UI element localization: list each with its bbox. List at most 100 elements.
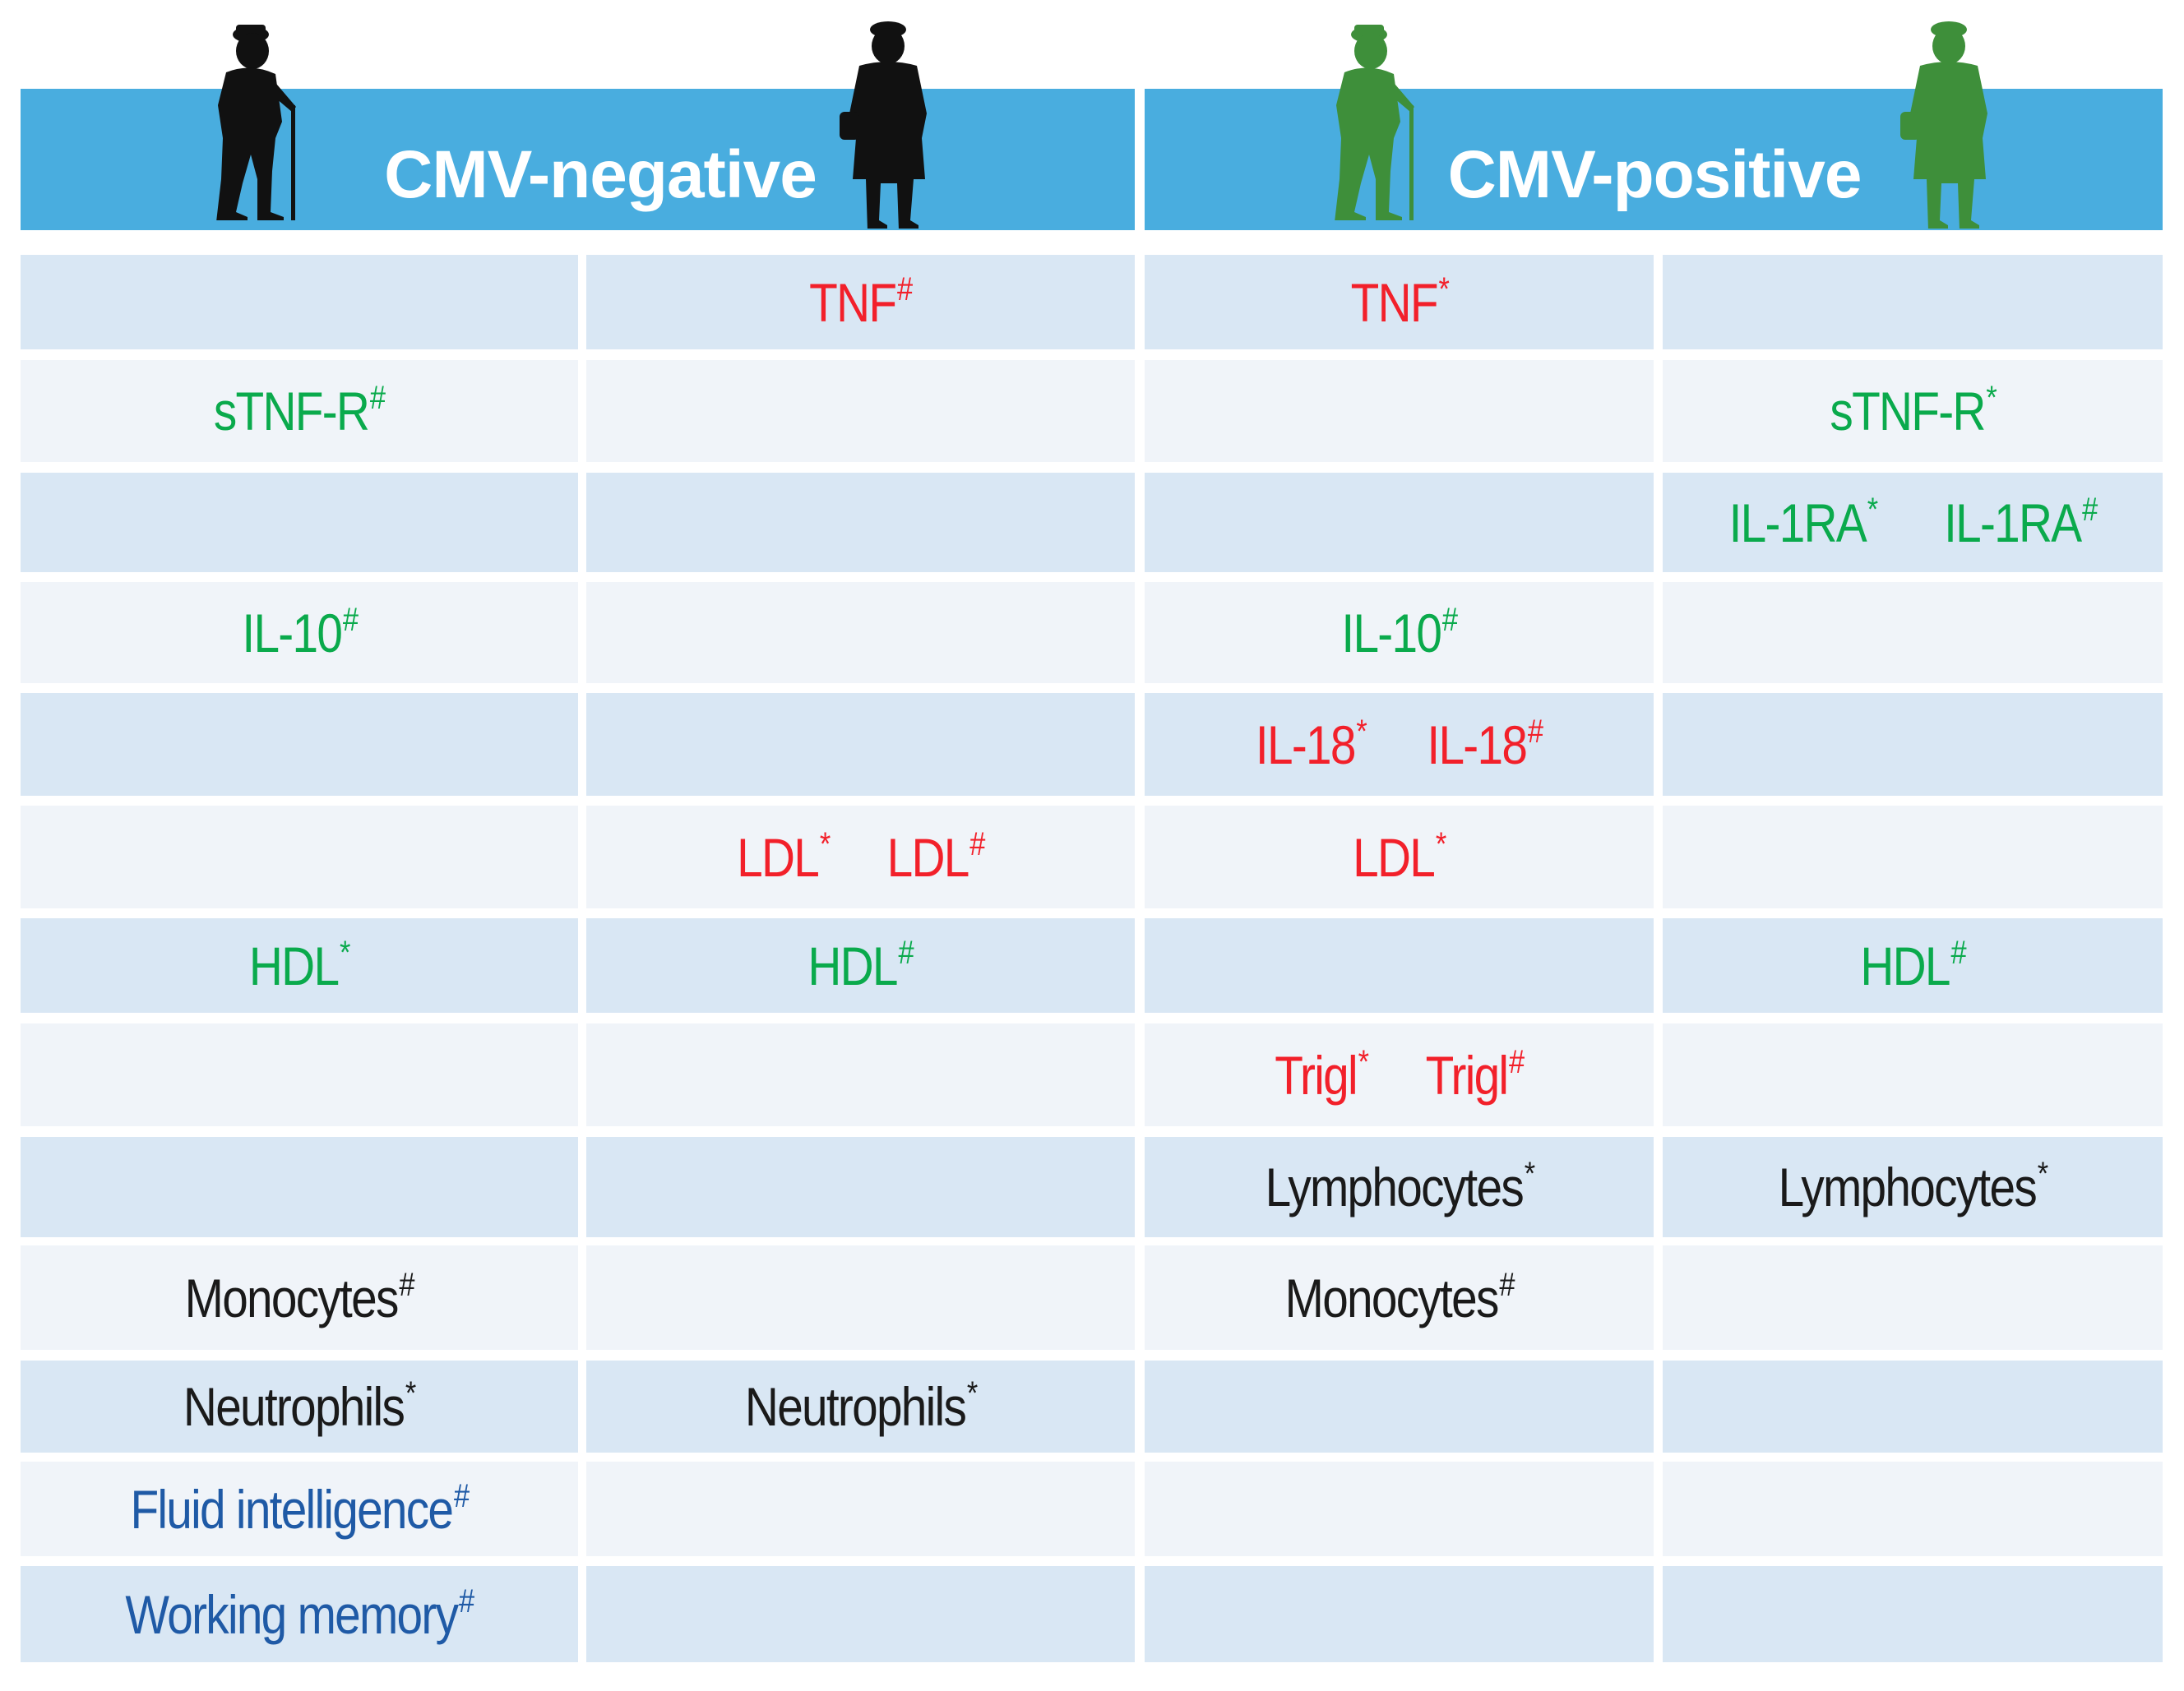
table-cell-r4-neg-man: IL-10# <box>21 582 578 683</box>
significance-marker: * <box>1358 1043 1368 1080</box>
marker-label: HDL# <box>808 935 914 997</box>
table-cell-r3-pos-man <box>1145 473 1654 572</box>
table-cell-r7-neg-man: HDL* <box>21 918 578 1013</box>
table-cell-r9-neg-woman <box>586 1137 1135 1237</box>
table-cell-r7-neg-woman: HDL# <box>586 918 1135 1013</box>
table-cell-r5-neg-woman <box>586 693 1135 796</box>
marker-label: Lymphocytes* <box>1779 1156 2048 1218</box>
marker-name: Trigl <box>1274 1044 1358 1106</box>
significance-marker: # <box>342 601 359 638</box>
significance-marker: * <box>1436 825 1446 862</box>
table-cell-r6-pos-man: LDL* <box>1145 806 1654 908</box>
elderly-woman-icon <box>1900 21 1987 229</box>
table-cell-r4-pos-man: IL-10# <box>1145 582 1654 683</box>
marker-label: Monocytes# <box>185 1267 415 1329</box>
marker-label: Lymphocytes* <box>1265 1156 1534 1218</box>
table-cell-r7-pos-man <box>1145 918 1654 1013</box>
significance-marker: # <box>898 934 914 971</box>
marker-label: Trigl* <box>1274 1043 1369 1107</box>
table-cell-r6-neg-man <box>21 806 578 908</box>
marker-label: Fluid intelligence# <box>130 1477 470 1541</box>
table-cell-r3-neg-man <box>21 473 578 572</box>
significance-marker: * <box>1356 713 1367 750</box>
table-cell-r2-neg-man: sTNF-R# <box>21 360 578 462</box>
marker-label: IL-18* <box>1256 713 1367 776</box>
table-cell-r11-pos-woman <box>1663 1361 2163 1453</box>
marker-name: Lymphocytes <box>1265 1157 1524 1217</box>
elderly-woman-icon <box>840 21 927 229</box>
significance-marker: * <box>340 934 350 971</box>
table-cell-r4-neg-woman <box>586 582 1135 683</box>
marker-label: sTNF-R* <box>1830 380 1997 442</box>
marker-label: TNF* <box>1350 270 1449 334</box>
table-cell-r5-pos-man: IL-18* IL-18# <box>1145 693 1654 796</box>
table-cell-r8-pos-man: Trigl* Trigl # <box>1145 1023 1654 1126</box>
table-cell-r7-pos-woman: HDL# <box>1663 918 2163 1013</box>
table-cell-r12-pos-man <box>1145 1462 1654 1556</box>
table-cell-r3-pos-woman: IL-1RA * IL-1RA# <box>1663 473 2163 572</box>
significance-marker: # <box>1950 934 1966 971</box>
table-cell-r2-neg-woman <box>586 360 1135 462</box>
table-cell-r5-pos-woman <box>1663 693 2163 796</box>
significance-marker: * <box>1986 380 1997 416</box>
cmv-positive-title: CMV-positive <box>1447 137 1862 212</box>
marker-label: LDL# <box>887 825 986 889</box>
significance-marker: * <box>1438 270 1449 307</box>
significance-marker: # <box>1499 1266 1515 1303</box>
significance-marker: # <box>969 825 985 862</box>
table-cell-r13-pos-woman <box>1663 1566 2163 1662</box>
table-cell-r6-pos-woman <box>1663 806 2163 908</box>
table-cell-r1-pos-woman <box>1663 255 2163 349</box>
table-cell-r2-pos-woman: sTNF-R* <box>1663 360 2163 462</box>
marker-label: TNF# <box>809 270 913 334</box>
marker-name: Neutrophils <box>744 1376 967 1437</box>
marker-name: IL-18 <box>1427 714 1529 775</box>
marker-label: Working memory# <box>125 1583 475 1646</box>
cmv-negative-header: CMV-negative <box>21 89 1135 230</box>
marker-name: sTNF-R <box>214 381 370 441</box>
marker-name: TNF <box>809 271 897 333</box>
marker-name: IL-1RA <box>1943 492 2082 553</box>
table-cell-r12-neg-woman <box>586 1462 1135 1556</box>
elderly-man-cane-icon <box>216 25 296 220</box>
marker-label: LDL* <box>736 825 831 889</box>
marker-label: IL-1RA# <box>1943 491 2098 554</box>
marker-label: Monocytes# <box>1284 1266 1515 1329</box>
significance-marker: # <box>1509 1043 1525 1080</box>
marker-name: LDL <box>1353 826 1436 888</box>
table-cell-r8-neg-man <box>21 1023 578 1126</box>
marker-label: HDL* <box>249 934 350 997</box>
significance-marker: * <box>1524 1156 1534 1192</box>
table-cell-r9-neg-man <box>21 1137 578 1237</box>
marker-name: HDL <box>1860 935 1950 996</box>
table-cell-r1-neg-man <box>21 255 578 349</box>
table-cell-r10-pos-man: Monocytes# <box>1145 1245 1654 1350</box>
significance-marker: * <box>1867 491 1877 528</box>
table-cell-r11-neg-woman: Neutrophils* <box>586 1361 1135 1453</box>
significance-marker: * <box>405 1375 416 1411</box>
significance-marker: # <box>454 1477 470 1514</box>
table-cell-r3-neg-woman <box>586 473 1135 572</box>
marker-label: Neutrophils* <box>744 1375 978 1438</box>
significance-marker: # <box>1528 713 1543 750</box>
table-cell-r1-pos-man: TNF* <box>1145 255 1654 349</box>
marker-label: IL-10# <box>1342 602 1459 664</box>
significance-marker: # <box>2081 491 2098 528</box>
significance-marker: * <box>819 825 830 862</box>
marker-name: sTNF-R <box>1830 381 1986 441</box>
table-cell-r10-pos-woman <box>1663 1245 2163 1350</box>
marker-label: IL-18# <box>1427 713 1544 776</box>
significance-marker: # <box>897 270 913 307</box>
marker-name: HDL <box>249 935 340 996</box>
marker-name: LDL <box>736 826 820 888</box>
marker-name: TNF <box>1350 271 1438 333</box>
table-cell-r8-pos-woman <box>1663 1023 2163 1126</box>
cmv-negative-title: CMV-negative <box>384 137 817 212</box>
marker-name: Fluid intelligence <box>130 1478 455 1540</box>
marker-name: Working memory <box>125 1583 460 1645</box>
table-cell-r10-neg-man: Monocytes# <box>21 1245 578 1350</box>
significance-marker: * <box>2037 1156 2048 1192</box>
table-cell-r11-pos-man <box>1145 1361 1654 1453</box>
table-cell-r8-neg-woman <box>586 1023 1135 1126</box>
marker-name: Neutrophils <box>183 1376 405 1437</box>
